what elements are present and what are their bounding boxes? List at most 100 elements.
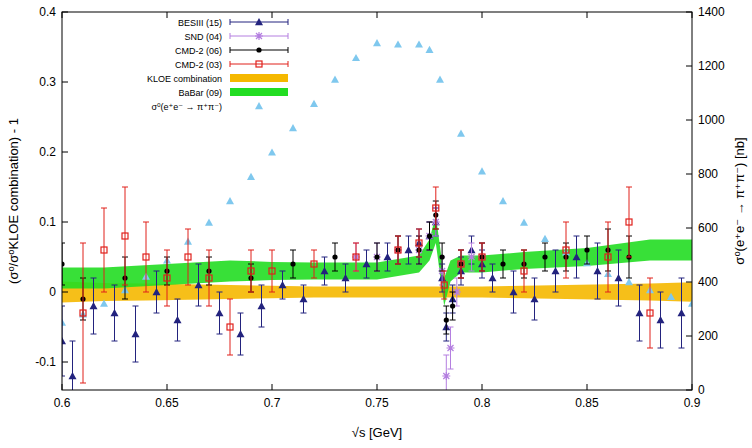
point (195, 281, 203, 288)
error-bar (280, 271, 286, 299)
error-bar (637, 285, 643, 341)
y2-tick (686, 390, 692, 391)
point (426, 46, 434, 53)
error-bar (196, 264, 202, 306)
legend-marker (256, 61, 262, 67)
x-tick-label: 0.85 (575, 396, 599, 410)
point (415, 40, 423, 47)
y2-tick-label: 800 (698, 167, 718, 181)
point (111, 309, 119, 316)
error-bar (443, 355, 449, 390)
point (352, 54, 360, 61)
chart: 0.60.650.70.750.80.850.9-0.100.10.20.30.… (0, 0, 752, 448)
y-tick (62, 12, 68, 13)
error-bar (626, 187, 632, 257)
point (258, 302, 266, 309)
error-bar (605, 222, 611, 292)
error-bar (441, 271, 447, 299)
point (510, 288, 518, 295)
error-bar (322, 257, 328, 285)
error-bar (521, 250, 527, 292)
error-bar (290, 250, 296, 278)
error-bar (584, 236, 590, 264)
legend-swatch (230, 88, 288, 96)
point (500, 261, 505, 266)
error-bar (553, 250, 559, 292)
error-bar (574, 236, 580, 278)
point (541, 235, 549, 242)
frame (62, 12, 692, 390)
x-tick-label: 0.7 (264, 396, 281, 410)
x-tick-label: 0.8 (474, 396, 491, 410)
y-axis-label: (σ⁰/σ⁰KLOE combination) - 1 (6, 118, 21, 284)
legend-swatch (230, 33, 288, 39)
error-bar (154, 271, 160, 313)
point (444, 317, 449, 322)
point (289, 124, 297, 131)
error-bar (238, 313, 244, 355)
point (625, 278, 633, 285)
point (331, 76, 339, 83)
point (311, 261, 317, 267)
error-bar (679, 278, 685, 348)
error-bar (490, 264, 496, 292)
y-tick (62, 362, 68, 363)
error-bar (101, 208, 107, 292)
point (395, 247, 401, 253)
point (442, 372, 450, 380)
point (573, 253, 581, 260)
point (479, 254, 485, 260)
error-bar (301, 285, 307, 313)
error-bar (70, 341, 76, 390)
point (174, 316, 182, 323)
legend-label: σ⁰(e⁺e⁻ → π⁺π⁻) (151, 102, 222, 112)
point (440, 254, 445, 259)
error-bar (532, 278, 538, 320)
point (416, 240, 422, 246)
legend-label: BaBar (09) (178, 88, 222, 98)
point (374, 254, 379, 259)
point (468, 253, 476, 261)
error-bar (311, 250, 317, 278)
error-bar (206, 250, 212, 306)
point (433, 205, 439, 211)
point (594, 267, 602, 274)
error-bar (479, 243, 485, 271)
legend-label: SND (04) (184, 32, 222, 42)
point (373, 39, 381, 46)
legend-swatch (230, 19, 288, 25)
error-bar (443, 306, 449, 334)
error-bar (406, 236, 412, 264)
error-bar (353, 243, 359, 271)
legend-label: CMD-2 (03) (175, 60, 222, 70)
y-tick-label: 0.2 (39, 145, 56, 159)
point (185, 254, 191, 260)
point (394, 40, 402, 47)
point (626, 219, 632, 225)
point (458, 261, 464, 267)
error-bar (227, 299, 233, 355)
error-bar (427, 222, 433, 250)
point (520, 219, 528, 226)
point (279, 281, 287, 288)
point (552, 267, 560, 274)
x-tick-label: 0.6 (54, 396, 71, 410)
x-tick (482, 12, 483, 390)
point (563, 247, 569, 253)
error-bar (122, 187, 128, 285)
y2-tick (686, 228, 692, 229)
error-bar (353, 243, 359, 271)
error-bar (164, 250, 170, 306)
point (521, 268, 527, 274)
series-6 (62, 39, 692, 326)
error-bar (469, 243, 475, 271)
x-tick (692, 12, 693, 390)
point (269, 268, 275, 274)
error-bar (416, 229, 422, 257)
error-bar (385, 243, 391, 271)
error-bar (416, 229, 422, 257)
legend-label: KLOE combination (147, 74, 222, 84)
x-tick-label: 0.9 (684, 396, 701, 410)
point (247, 173, 255, 180)
point (688, 300, 692, 307)
